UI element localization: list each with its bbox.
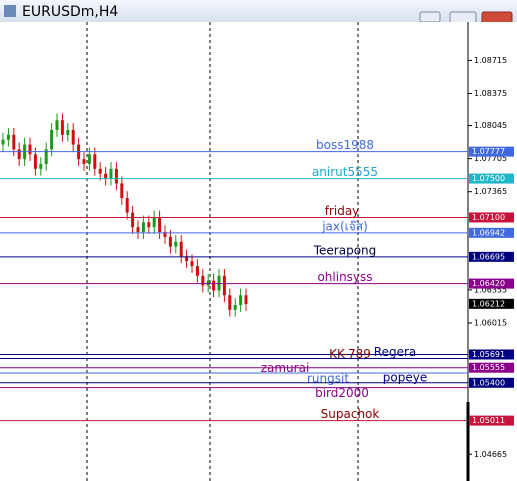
level-name: zamurai <box>261 361 310 375</box>
candle-body <box>39 163 43 169</box>
candle-body <box>104 173 108 179</box>
candle-body <box>233 304 237 310</box>
candle-body <box>201 275 205 286</box>
candle-body <box>17 149 21 160</box>
y-tick-label: 1.07365 <box>474 187 507 196</box>
price-tag-label: 1.05555 <box>472 363 505 372</box>
level-name: rungsit <box>307 372 349 386</box>
price-tag <box>469 227 514 238</box>
candle-body <box>136 227 140 233</box>
level-name: bird2000 <box>315 386 369 400</box>
candle-body <box>98 168 102 174</box>
candle-body <box>222 275 226 296</box>
candle-body <box>174 241 178 247</box>
window-title: EURUSDm,H4 <box>22 4 118 20</box>
y-tick-label: 1.08375 <box>474 89 507 98</box>
candle-body <box>158 217 162 233</box>
candle-body <box>179 241 183 257</box>
price-tag <box>469 278 514 289</box>
price-tag-label: 1.07100 <box>472 213 505 222</box>
window-icon <box>4 5 16 17</box>
candle-body <box>228 295 232 310</box>
candle-body <box>12 134 16 150</box>
candle-body <box>131 212 135 228</box>
candle-body <box>6 134 10 140</box>
chart-area <box>0 22 517 481</box>
candle-body <box>82 159 86 164</box>
price-tag-label: 1.06420 <box>472 279 505 288</box>
price-tag-label: 1.05400 <box>472 378 505 387</box>
price-tag <box>469 146 514 157</box>
candle-body <box>1 139 5 145</box>
price-tag-label: 1.06695 <box>472 252 505 261</box>
candle-body <box>239 295 243 305</box>
candle-body <box>190 261 194 267</box>
candle-body <box>87 154 91 164</box>
level-name: Teerapong <box>313 243 377 257</box>
candle-body <box>185 256 189 262</box>
minimize-button[interactable] <box>419 11 441 23</box>
level-name: KK-789 <box>329 347 371 361</box>
level-name: Supachok <box>321 407 380 421</box>
y-tick-label: 1.08715 <box>474 56 507 65</box>
candle-body <box>147 222 151 228</box>
candle-body <box>60 120 64 135</box>
price-tag <box>469 212 514 223</box>
candle-body <box>33 154 37 169</box>
y-tick-label: 1.06015 <box>474 318 507 327</box>
candle-body <box>125 198 129 213</box>
y-tick-label: 1.08045 <box>474 121 507 130</box>
y-tick-label: 1.04665 <box>474 450 507 459</box>
candle-body <box>141 222 145 233</box>
price-tag <box>469 415 514 426</box>
level-name: jax(เจ๊ส) <box>321 219 368 233</box>
candle-body <box>44 149 48 164</box>
price-tag <box>469 377 514 388</box>
price-tag-label: 1.07500 <box>472 174 505 183</box>
candle-body <box>212 280 216 291</box>
candle-body <box>195 266 199 276</box>
price-tag <box>469 251 514 262</box>
y-tick-label: 1.06355 <box>474 285 507 294</box>
price-tag-label: 1.06942 <box>472 228 505 237</box>
price-tag <box>469 173 514 184</box>
candle-body <box>93 154 97 169</box>
level-name: popeye <box>383 370 427 384</box>
candle-body <box>152 217 156 228</box>
level-name: anirut5555 <box>312 165 378 179</box>
current-price-label: 1.06212 <box>472 299 505 308</box>
candle-body <box>168 236 172 247</box>
price-tag <box>469 349 514 360</box>
price-tag-label: 1.05691 <box>472 350 505 359</box>
level-name: friday <box>325 204 360 218</box>
candle-body <box>28 144 32 155</box>
price-tag <box>469 362 514 373</box>
candle-body <box>109 168 113 179</box>
candle-body <box>114 168 118 184</box>
title-bar <box>0 0 517 22</box>
candle-body <box>50 129 54 150</box>
current-price-tag <box>469 298 514 309</box>
level-name: Regera <box>374 345 416 359</box>
candle-body <box>55 120 59 130</box>
candle-body <box>120 183 124 199</box>
y-tick-label: 1.07705 <box>474 154 507 163</box>
candle-body <box>163 232 167 237</box>
candle-body <box>244 295 248 305</box>
level-name: ohlinsyss <box>317 270 372 284</box>
candle-body <box>66 129 70 135</box>
price-tag-label: 1.05011 <box>472 416 505 425</box>
candle-body <box>71 129 75 145</box>
level-name: boss1988 <box>316 138 374 152</box>
price-tag-label: 1.07777 <box>472 147 505 156</box>
